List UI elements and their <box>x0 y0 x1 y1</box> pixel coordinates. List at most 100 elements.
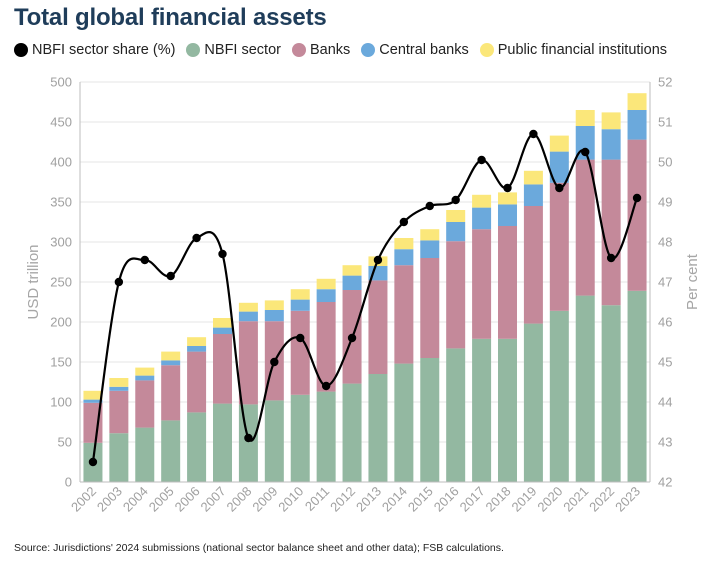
nbfi-share-point <box>114 277 124 287</box>
bar-nbfi <box>213 403 232 482</box>
nbfi-share-point <box>555 183 564 193</box>
bar-central-banks <box>83 399 103 403</box>
legend-label: Central banks <box>379 42 469 58</box>
bar-nbfi <box>187 412 207 482</box>
legend-item-central-banks: Central banks <box>361 42 469 58</box>
y-tick-label: 500 <box>50 75 72 90</box>
nbfi-share-point <box>632 193 642 203</box>
x-tick-label: 2010 <box>275 484 306 515</box>
bar-nbfi <box>264 400 284 482</box>
nbfi-share-point <box>166 271 175 281</box>
bar-public <box>498 192 517 205</box>
y2-axis-title: Per cent <box>684 253 701 310</box>
y-tick-label: 100 <box>50 395 72 410</box>
banks-swatch-icon <box>291 43 306 57</box>
bar-nbfi <box>316 391 336 482</box>
x-tick-label: 2018 <box>483 484 514 515</box>
y2-tick-label: 48 <box>658 235 672 250</box>
bar-banks <box>523 206 543 324</box>
bar-banks <box>187 351 207 413</box>
bar-public <box>549 135 569 152</box>
chart-title: Total global financial assets <box>14 4 327 31</box>
x-tick-label: 2017 <box>457 484 488 515</box>
bar-banks <box>446 241 466 349</box>
nbfi-share-point <box>321 381 331 391</box>
bar-public <box>472 194 492 208</box>
bar-banks <box>549 182 569 311</box>
nbfi-share-point <box>373 255 383 265</box>
bar-nbfi <box>446 348 466 482</box>
bar-central-banks <box>342 275 362 290</box>
bar-public <box>187 337 207 346</box>
nbfi-share-point <box>88 457 98 467</box>
bar-banks <box>575 159 595 296</box>
bar-nbfi <box>420 358 440 482</box>
bar-central-banks <box>601 129 621 160</box>
x-tick-label: 2005 <box>146 484 177 515</box>
nbfi-share-point <box>244 433 253 443</box>
nbfi-share-point <box>451 195 460 205</box>
y-tick-label: 150 <box>50 355 72 370</box>
bar-central-banks <box>238 311 258 322</box>
bar-banks <box>472 229 492 339</box>
bar-public <box>446 210 466 222</box>
x-tick-label: 2022 <box>586 484 617 515</box>
bar-nbfi <box>472 338 492 482</box>
bar-banks <box>109 390 129 434</box>
bar-public <box>264 300 284 310</box>
y-tick-label: 350 <box>50 195 72 210</box>
y-tick-label: 50 <box>58 435 72 450</box>
x-tick-label: 2014 <box>379 484 410 515</box>
bar-nbfi <box>290 394 310 482</box>
nbfi-share-point <box>606 253 616 263</box>
y-tick-label: 300 <box>50 235 72 250</box>
bar-central-banks <box>446 222 466 242</box>
bar-central-banks <box>161 360 181 366</box>
x-tick-label: 2012 <box>327 484 358 515</box>
bar-banks <box>368 280 388 374</box>
y-tick-label: 450 <box>50 115 72 130</box>
nbfi-share-point <box>296 333 305 343</box>
x-tick-label: 2007 <box>198 484 229 515</box>
legend-label: NBFI sector share (%) <box>32 42 176 58</box>
bar-public <box>161 351 181 361</box>
nbfi-share-point <box>218 249 227 259</box>
bar-nbfi <box>601 305 621 482</box>
bar-public <box>342 265 362 276</box>
bar-public <box>316 278 336 290</box>
legend-item-nbfi: NBFI sector <box>186 42 281 58</box>
x-tick-label: 2004 <box>120 484 151 515</box>
legend-label: Banks <box>309 42 351 58</box>
x-tick-label: 2008 <box>223 484 254 515</box>
bar-nbfi <box>238 404 258 482</box>
y-tick-label: 400 <box>50 155 72 170</box>
nbfi-swatch-icon <box>186 43 201 57</box>
bar-nbfi <box>498 338 517 482</box>
bar-nbfi <box>161 420 181 482</box>
x-tick-label: 2003 <box>94 484 125 515</box>
bar-public <box>238 302 258 312</box>
bar-banks <box>394 265 414 364</box>
bar-banks <box>420 258 440 358</box>
legend-label: NBFI sector <box>204 42 281 58</box>
bar-nbfi <box>368 374 388 482</box>
bar-public <box>213 318 232 328</box>
x-tick-label: 2016 <box>431 484 462 515</box>
x-tick-label: 2023 <box>612 484 643 515</box>
bar-nbfi <box>135 427 155 482</box>
bar-banks <box>627 139 647 291</box>
nbfi-share-point <box>140 255 149 265</box>
bar-central-banks <box>394 249 414 266</box>
bar-central-banks <box>627 110 647 140</box>
bar-public <box>575 110 595 126</box>
y2-tick-label: 45 <box>658 355 672 370</box>
bar-central-banks <box>135 375 155 381</box>
bar-nbfi <box>109 433 129 482</box>
bar-central-banks <box>187 346 207 352</box>
bar-central-banks <box>420 240 440 258</box>
nbfi-share-point <box>529 129 538 139</box>
source-note: Source: Jurisdictions' 2024 submissions … <box>14 542 504 554</box>
legend: NBFI sector share (%) NBFI sector Banks … <box>14 42 667 58</box>
x-tick-label: 2011 <box>302 484 332 514</box>
